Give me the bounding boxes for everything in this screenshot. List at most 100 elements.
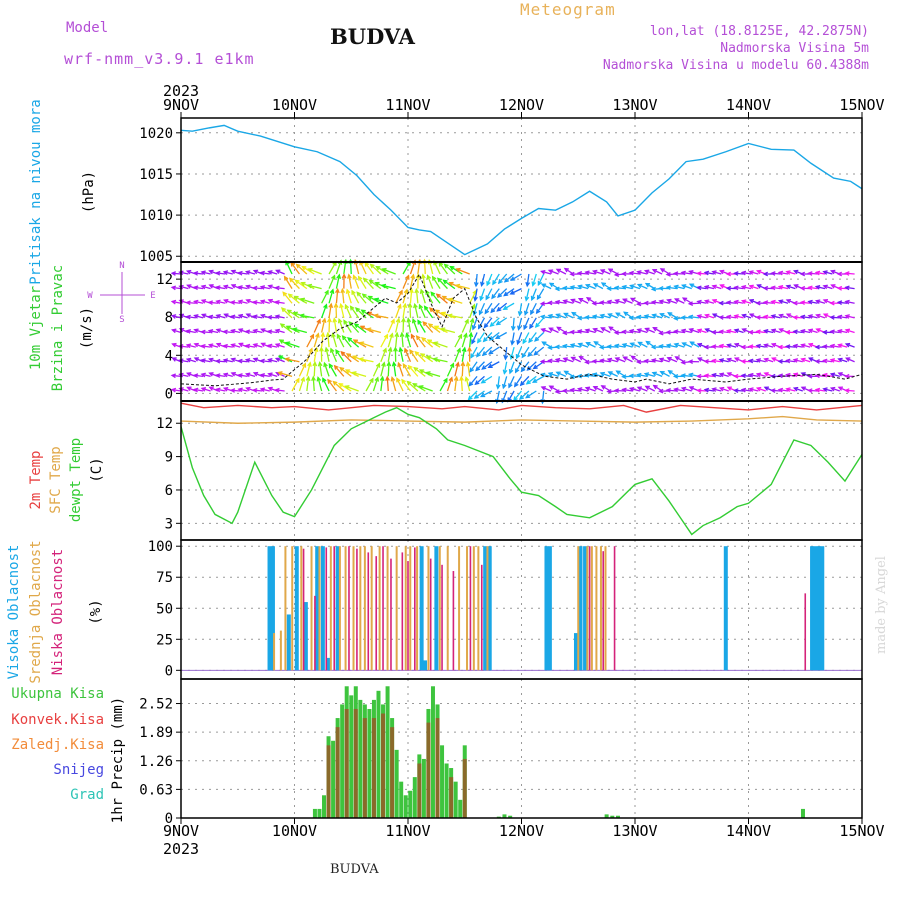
- wind-barb-head: [844, 342, 851, 348]
- wind-barb: [823, 271, 833, 275]
- wind-barb-head: [397, 303, 402, 309]
- wind-barb-head: [259, 285, 266, 290]
- wind-barb: [742, 285, 752, 290]
- wind-barb-head: [477, 324, 483, 330]
- wind-barb-head: [515, 354, 521, 360]
- wind-barb-head: [341, 273, 347, 279]
- mid-cloud-bar: [577, 546, 580, 671]
- wind-barb-head: [409, 348, 414, 355]
- wind-barb: [442, 295, 456, 304]
- wind-barb: [381, 284, 396, 290]
- precip-legend-item: Ukupna Kisa: [11, 686, 104, 702]
- wind-barb-head: [260, 342, 266, 347]
- wind-barb: [712, 271, 722, 275]
- wind-barb-head: [407, 302, 413, 308]
- wind-barb: [224, 313, 234, 319]
- wind-barb-head: [680, 315, 686, 321]
- wind-barb-head: [306, 283, 313, 289]
- wind-barb-head: [665, 329, 671, 335]
- wind-barb: [334, 365, 345, 377]
- wind-barb-head: [711, 358, 717, 364]
- wind-barb: [719, 344, 729, 348]
- wind-barb-head: [336, 333, 342, 339]
- wind-barb-head: [487, 363, 493, 369]
- wind-barb: [690, 341, 700, 348]
- wind-barb: [564, 312, 574, 319]
- wind-barb-head: [621, 342, 627, 348]
- wind-barb-head: [397, 361, 402, 368]
- wind-barb: [756, 359, 766, 363]
- wind-barb: [223, 373, 233, 378]
- wind-barb: [838, 344, 848, 348]
- wind-barb: [508, 376, 515, 388]
- wind-barb-head: [762, 314, 769, 320]
- wind-barb-head: [792, 300, 798, 306]
- total-precip-bar: [421, 758, 426, 818]
- wind-barb: [238, 286, 248, 290]
- total-precip-bar: [322, 795, 327, 818]
- wind-barb-head: [844, 328, 851, 334]
- low-cloud-bar: [588, 546, 591, 671]
- wind-barb-head: [807, 373, 813, 379]
- wind-barb: [504, 347, 508, 360]
- wind-barb-head: [613, 343, 620, 349]
- wind-barb: [630, 297, 641, 304]
- wind-barb: [503, 302, 515, 310]
- wind-barb-head: [337, 317, 343, 324]
- mid-cloud-bar: [438, 546, 441, 671]
- wind-barb-head: [621, 284, 627, 290]
- wind-barb: [764, 344, 774, 348]
- wind-barb: [514, 376, 523, 387]
- wind-barb-head: [441, 295, 447, 301]
- wind-barb: [682, 342, 693, 348]
- wind-barb-head: [799, 285, 806, 291]
- wind-barb-head: [540, 269, 546, 275]
- wind-barb-head: [836, 314, 843, 320]
- wind-barb-head: [726, 372, 732, 377]
- wind-barb: [816, 300, 826, 304]
- wind-barb: [298, 363, 306, 377]
- wind-barb: [741, 374, 752, 378]
- wind-barb: [261, 342, 271, 348]
- wind-barb: [238, 388, 248, 392]
- wind-barb-head: [354, 307, 360, 313]
- wind-barb-head: [628, 386, 635, 392]
- low-cloud-bar: [390, 558, 392, 671]
- wind-barb: [405, 333, 412, 348]
- wind-barb-head: [563, 370, 569, 376]
- wind-barb: [446, 377, 453, 392]
- total-precip-bar: [367, 708, 372, 818]
- wind-barb-head: [703, 344, 709, 350]
- wind-barb-head: [501, 383, 507, 390]
- wind-barb: [592, 360, 603, 363]
- wind-barb-head: [636, 283, 643, 289]
- wind-barb: [260, 300, 270, 304]
- convective-precip-bar: [417, 763, 422, 818]
- wind-barb: [727, 315, 737, 319]
- wind-barb: [323, 362, 330, 377]
- wind-barb-head: [222, 358, 229, 363]
- wind-barb: [601, 327, 611, 334]
- wind-barb-head: [395, 317, 401, 323]
- wind-barb: [659, 300, 670, 304]
- wind-barb: [779, 314, 789, 319]
- wind-barb: [322, 378, 330, 392]
- wind-barb-head: [561, 330, 568, 336]
- total-precip-bar: [604, 814, 609, 818]
- wind-barb: [313, 319, 321, 333]
- wind-barb-head: [814, 270, 821, 276]
- wind-barb-head: [755, 315, 761, 320]
- model-altitude-text: Nadmorska Visina u modelu 60.4388m: [602, 58, 869, 73]
- wind-barb: [402, 275, 410, 289]
- wind-barb: [734, 272, 744, 275]
- wind-barb: [412, 319, 419, 333]
- wind-barb-head: [748, 313, 755, 318]
- wind-barb: [496, 302, 508, 312]
- wind-barb-head: [539, 301, 546, 306]
- wind-barb-head: [245, 298, 251, 304]
- wind-barb-head: [607, 371, 613, 376]
- wind-barb-head: [471, 325, 477, 331]
- wind-barb: [470, 346, 478, 358]
- wind-barb-head: [359, 325, 365, 330]
- low-cloud-bar: [367, 552, 370, 671]
